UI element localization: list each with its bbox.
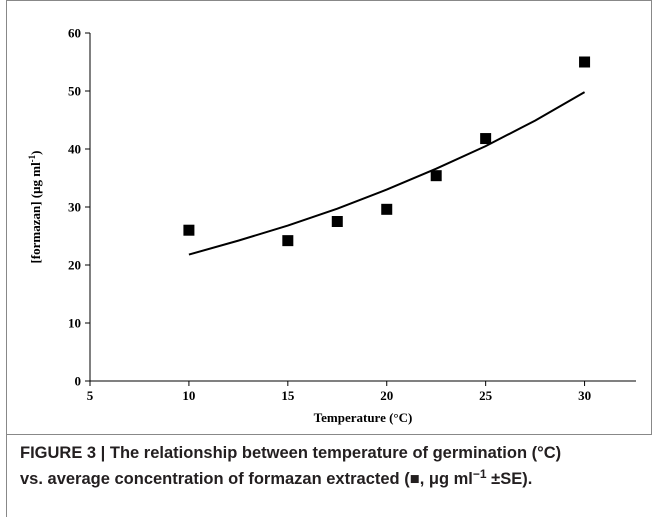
y-tick-label: 0 (75, 374, 82, 389)
y-tick-label: 30 (68, 200, 81, 215)
y-tick-label: 10 (68, 316, 81, 331)
data-point (183, 224, 195, 236)
caption-text: , μg ml (420, 470, 473, 488)
x-tick-label: 5 (87, 388, 94, 403)
caption-text: ±SE). (487, 470, 533, 488)
data-point (430, 170, 442, 182)
data-point (579, 56, 591, 68)
y-tick-label: 20 (68, 258, 81, 273)
caption-line-2: vs. average concentration of formazan ex… (20, 467, 532, 488)
y-label-sup: -1 (27, 154, 37, 162)
data-point (331, 216, 343, 227)
y-tick-label: 60 (68, 26, 81, 41)
data-point (480, 133, 492, 145)
data-point (381, 203, 393, 215)
y-label-text: [formazan] (μg ml (28, 162, 43, 264)
data-point (282, 235, 294, 247)
x-tick-label: 30 (578, 388, 591, 403)
y-tick-label: 40 (68, 142, 81, 157)
x-tick-label: 20 (380, 388, 393, 403)
y-tick-label: 50 (68, 84, 81, 99)
x-tick-label: 25 (479, 388, 493, 403)
x-tick-label: 15 (281, 388, 295, 403)
x-axis-label: Temperature (°C) (314, 410, 413, 425)
caption-line-1: FIGURE 3 | The relationship between temp… (20, 444, 561, 462)
caption-text: vs. average concentration of formazan ex… (20, 470, 410, 488)
y-axis-label: [formazan] (μg ml-1) (27, 150, 43, 263)
trend-line (188, 91, 586, 256)
caption-sup: −1 (473, 467, 487, 481)
caption-symbol: ■ (410, 470, 420, 488)
x-tick-label: 10 (182, 388, 195, 403)
y-label-end: ) (28, 150, 43, 154)
